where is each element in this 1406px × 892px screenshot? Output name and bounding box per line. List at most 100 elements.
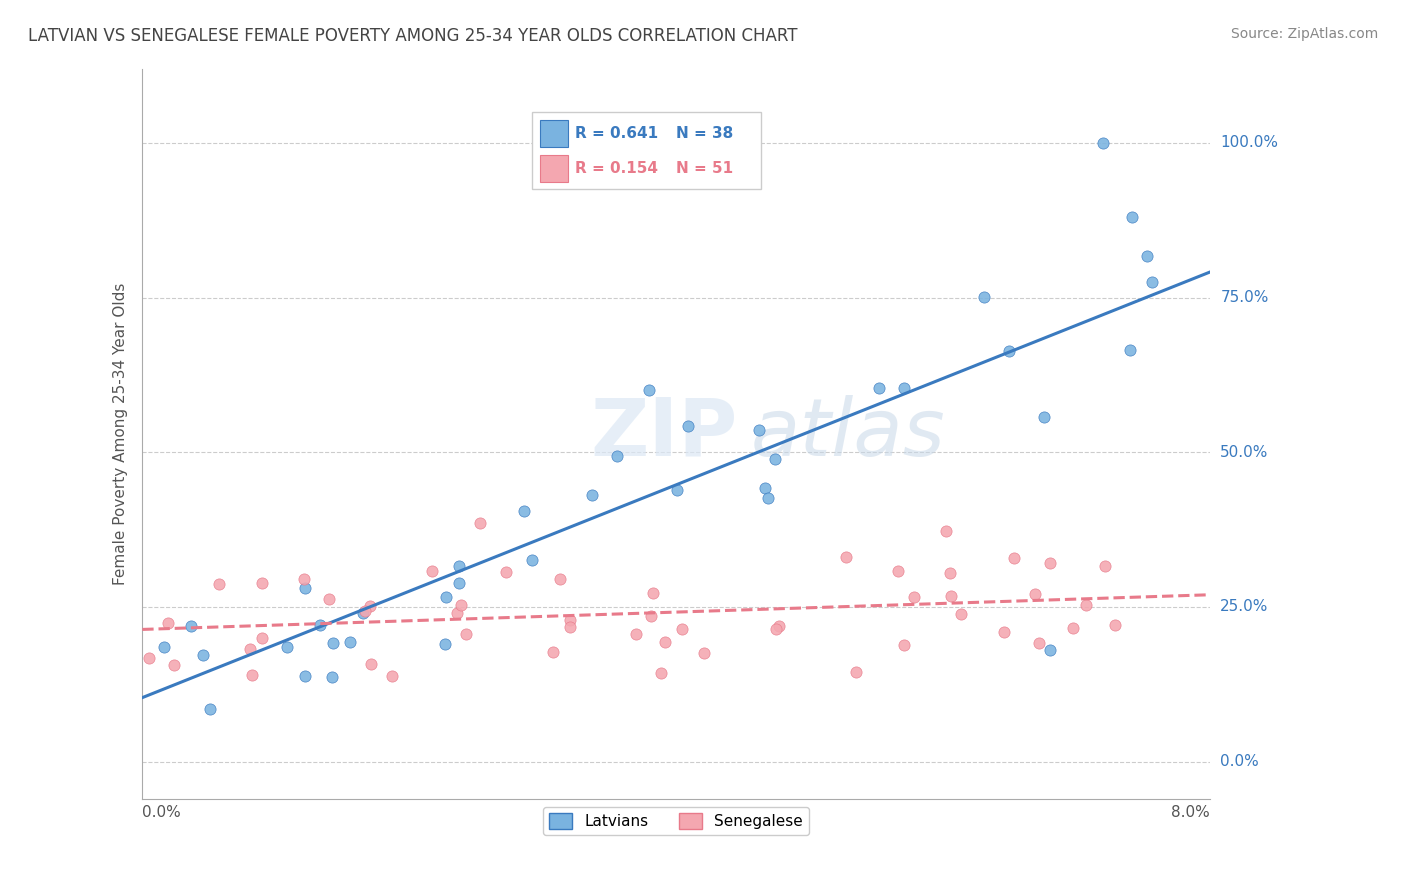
Point: [420, 565, 443, 579]
Point: [1074, 598, 1097, 612]
Legend: Latvians, Senegalese: Latvians, Senegalese: [543, 806, 808, 835]
Point: [152, 640, 174, 654]
Point: [754, 481, 776, 495]
Point: [180, 619, 202, 633]
Point: [893, 381, 915, 395]
Point: [997, 343, 1019, 358]
Text: R = 0.154: R = 0.154: [575, 161, 658, 176]
Point: [294, 669, 316, 683]
Point: [756, 491, 779, 506]
Point: [748, 423, 770, 437]
Point: [558, 620, 581, 634]
Point: [666, 483, 689, 497]
Text: 100.0%: 100.0%: [1220, 136, 1278, 150]
Text: 75.0%: 75.0%: [1220, 290, 1268, 305]
Point: [541, 645, 564, 659]
Point: [671, 622, 693, 636]
Point: [868, 381, 890, 395]
Point: [454, 627, 477, 641]
Point: [626, 627, 648, 641]
Point: [447, 575, 470, 590]
Point: [468, 516, 491, 530]
Point: [1104, 618, 1126, 632]
Point: [352, 607, 374, 621]
Point: [1038, 643, 1060, 657]
Point: [606, 449, 628, 463]
Point: [512, 503, 534, 517]
Text: N = 38: N = 38: [676, 126, 733, 141]
Point: [252, 575, 274, 590]
Point: [276, 640, 298, 654]
Point: [558, 613, 581, 627]
Point: [191, 648, 214, 662]
Point: [939, 589, 962, 603]
Point: [1062, 621, 1084, 635]
Point: [239, 641, 262, 656]
Text: 0.0%: 0.0%: [142, 805, 181, 820]
Text: atlas: atlas: [751, 394, 945, 473]
Point: [1140, 275, 1163, 289]
FancyBboxPatch shape: [540, 120, 568, 146]
FancyBboxPatch shape: [540, 154, 568, 182]
Point: [581, 488, 603, 502]
Point: [765, 622, 787, 636]
Point: [654, 634, 676, 648]
Point: [360, 657, 382, 671]
Point: [845, 665, 868, 679]
Point: [495, 565, 517, 579]
Point: [1094, 558, 1116, 573]
Point: [198, 701, 221, 715]
Text: 25.0%: 25.0%: [1220, 599, 1268, 615]
Point: [1121, 210, 1143, 224]
Point: [1032, 409, 1054, 424]
Point: [693, 646, 716, 660]
Point: [887, 564, 910, 578]
Point: [520, 553, 543, 567]
Point: [434, 637, 457, 651]
Point: [650, 666, 672, 681]
Point: [993, 624, 1015, 639]
Point: [1119, 343, 1142, 357]
Text: ZIP: ZIP: [591, 394, 738, 473]
Point: [322, 636, 344, 650]
Point: [449, 558, 471, 573]
Point: [1039, 556, 1062, 570]
Text: 8.0%: 8.0%: [1171, 805, 1209, 820]
Point: [434, 590, 457, 604]
Point: [935, 524, 957, 538]
Point: [768, 618, 790, 632]
Point: [450, 598, 472, 612]
Point: [294, 581, 316, 595]
Point: [163, 658, 186, 673]
Text: 50.0%: 50.0%: [1220, 445, 1268, 459]
Text: Source: ZipAtlas.com: Source: ZipAtlas.com: [1230, 27, 1378, 41]
Point: [318, 591, 340, 606]
Point: [359, 599, 381, 614]
Point: [973, 290, 995, 304]
Point: [381, 669, 404, 683]
FancyBboxPatch shape: [531, 112, 762, 189]
Point: [242, 667, 264, 681]
Y-axis label: Female Poverty Among 25-34 Year Olds: Female Poverty Among 25-34 Year Olds: [114, 283, 128, 585]
Text: 0.0%: 0.0%: [1220, 755, 1258, 769]
Point: [250, 631, 273, 645]
Point: [321, 670, 343, 684]
Point: [308, 618, 330, 632]
Point: [156, 616, 179, 631]
Point: [353, 603, 375, 617]
Point: [640, 609, 662, 624]
Point: [339, 635, 361, 649]
Point: [903, 590, 925, 604]
Point: [939, 566, 962, 580]
Point: [138, 651, 160, 665]
Point: [292, 572, 315, 586]
Point: [208, 577, 231, 591]
Text: R = 0.641: R = 0.641: [575, 126, 658, 141]
Point: [893, 638, 915, 652]
Point: [949, 607, 972, 622]
Point: [1091, 136, 1114, 150]
Text: N = 51: N = 51: [676, 161, 733, 176]
Point: [643, 586, 665, 600]
Point: [763, 451, 786, 466]
Text: LATVIAN VS SENEGALESE FEMALE POVERTY AMONG 25-34 YEAR OLDS CORRELATION CHART: LATVIAN VS SENEGALESE FEMALE POVERTY AMO…: [28, 27, 797, 45]
